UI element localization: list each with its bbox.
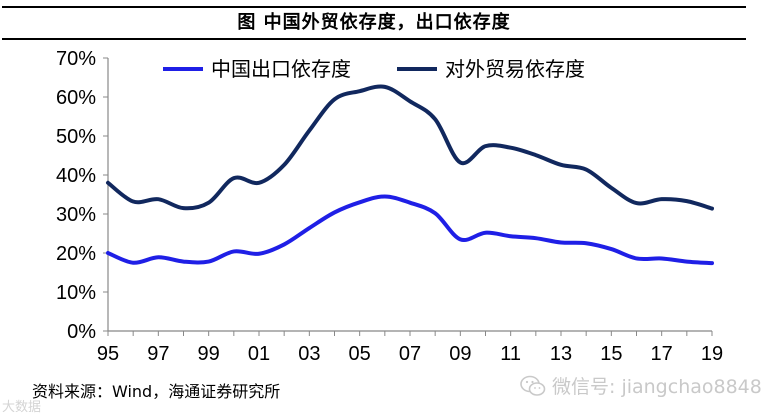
corner-watermark: 大数据 bbox=[2, 400, 42, 415]
y-tick-label: 0% bbox=[67, 321, 96, 343]
x-tick-label: 19 bbox=[701, 343, 723, 365]
y-tick-label: 40% bbox=[56, 165, 96, 187]
series-line-trade-dependence bbox=[106, 84, 714, 211]
legend-trade-label: 对外贸易依存度 bbox=[445, 57, 585, 81]
y-tick-label: 60% bbox=[56, 87, 96, 109]
x-tick-label: 17 bbox=[651, 343, 673, 365]
series-line-export-dependence bbox=[106, 194, 714, 266]
wechat-icon bbox=[520, 375, 546, 396]
source-note: 资料来源：Wind，海通证券研究所 bbox=[32, 382, 281, 401]
y-tick-label: 50% bbox=[56, 126, 96, 148]
y-tick-label: 10% bbox=[56, 282, 96, 304]
y-tick-label: 30% bbox=[56, 204, 96, 226]
x-tick-label: 01 bbox=[248, 343, 270, 365]
title-bar: 图 中国外贸依存度，出口依存度 bbox=[2, 6, 746, 40]
x-tick-label: 05 bbox=[349, 343, 371, 365]
x-tick-label: 07 bbox=[399, 343, 421, 365]
x-tick-label: 15 bbox=[600, 343, 622, 365]
x-tick-label: 97 bbox=[147, 343, 169, 365]
y-tick-label: 70% bbox=[56, 48, 96, 70]
x-tick-label: 03 bbox=[298, 343, 320, 365]
y-tick-label: 20% bbox=[56, 243, 96, 265]
x-tick-label: 09 bbox=[449, 343, 471, 365]
wechat-watermark: 微信号: jiangchao8848 bbox=[520, 372, 762, 399]
x-tick-label: 95 bbox=[97, 343, 119, 365]
legend-export-label: 中国出口依存度 bbox=[211, 57, 351, 81]
watermark-text: 微信号: jiangchao8848 bbox=[552, 376, 762, 398]
chart-title: 图 中国外贸依存度，出口依存度 bbox=[237, 12, 511, 33]
x-tick-label: 13 bbox=[550, 343, 572, 365]
x-tick-label: 11 bbox=[500, 343, 521, 365]
x-tick-label: 99 bbox=[198, 343, 220, 365]
